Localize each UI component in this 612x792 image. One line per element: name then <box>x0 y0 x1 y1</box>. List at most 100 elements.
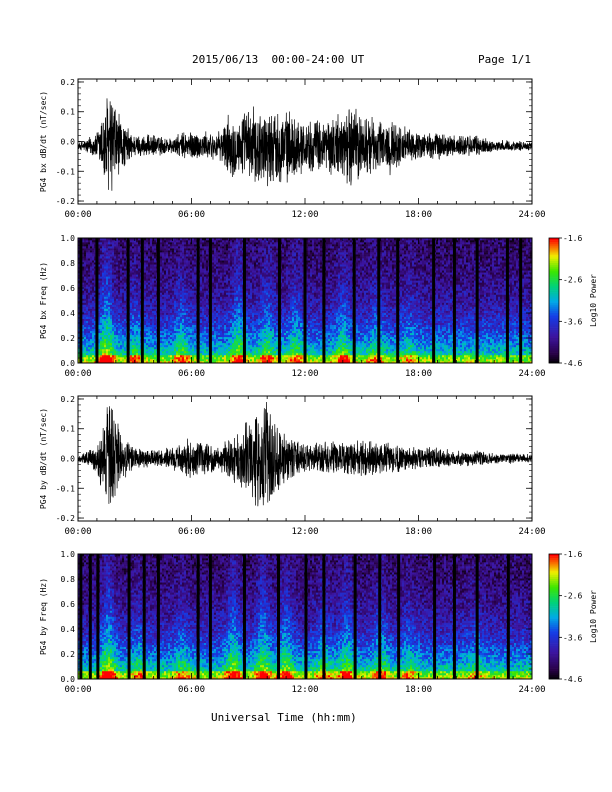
x-tick-label: 18:00 <box>405 527 432 537</box>
data-gap <box>476 554 479 679</box>
colorbar-tick-label: -4.6 <box>563 675 582 684</box>
x-tick-label: 24:00 <box>518 527 545 537</box>
data-gap <box>209 554 212 679</box>
colorbar-label: Log10 Power <box>589 274 598 327</box>
y-tick-label: 0.8 <box>61 259 76 268</box>
y-tick-label: 0.2 <box>61 650 76 659</box>
x-tick-label: 18:00 <box>405 210 432 220</box>
y-tick-label: -0.2 <box>56 197 75 206</box>
data-gap <box>157 554 160 679</box>
data-gap <box>397 554 400 679</box>
data-gap <box>197 554 200 679</box>
x-tick-label: 24:00 <box>518 210 545 220</box>
data-gap <box>378 554 381 679</box>
timeseries-panel-3: 00:00 06:00 12:00 18:00 24:00 -0.2 -0.1 0.0 0.1 0… <box>39 395 546 537</box>
data-gap <box>396 238 399 363</box>
data-gap <box>89 554 92 679</box>
y-tick-label: 0.6 <box>61 600 76 609</box>
data-gap <box>507 554 510 679</box>
data-gap <box>243 238 246 363</box>
x-tick-label: 12:00 <box>291 685 318 695</box>
y-tick-label: 0.0 <box>61 455 76 464</box>
y-axis-label: PG4 bx Freq (Hz) <box>39 262 48 339</box>
data-gap <box>519 238 522 363</box>
spectrogram-panel-2: 00:00 06:00 12:00 18:00 24:000.00.20.40.60.8… <box>39 234 598 379</box>
data-gap <box>322 238 325 363</box>
data-gap <box>453 554 456 679</box>
data-gap <box>322 554 325 679</box>
data-gap <box>128 554 131 679</box>
y-tick-label: -0.1 <box>56 484 75 493</box>
colorbar-tick-label: -4.6 <box>563 359 582 368</box>
colorbar-tick-label: -1.6 <box>563 234 582 243</box>
colorbar-tick-label: -2.6 <box>563 276 582 285</box>
series-line <box>78 98 532 190</box>
x-tick-label: 12:00 <box>291 369 318 379</box>
x-tick-label: 06:00 <box>178 685 205 695</box>
x-tick-label: 12:00 <box>291 527 318 537</box>
data-gap <box>209 238 212 363</box>
data-gap <box>353 238 356 363</box>
colorbar-tick-label: -1.6 <box>563 550 582 559</box>
x-tick-label: 06:00 <box>178 210 205 220</box>
data-gap <box>96 554 99 679</box>
data-gap <box>95 238 98 363</box>
y-axis-label: PG4 by dB/dt (nT/sec) <box>39 408 48 509</box>
data-gap <box>476 238 479 363</box>
data-gap <box>127 238 130 363</box>
y-axis-label: PG4 by Freq (Hz) <box>39 578 48 655</box>
data-gap <box>277 554 280 679</box>
y-tick-label: 0.4 <box>61 309 76 318</box>
y-tick-label: 0.0 <box>61 359 76 368</box>
data-gap <box>243 554 246 679</box>
y-tick-label: 0.1 <box>61 425 76 434</box>
data-gap <box>79 554 82 679</box>
data-gap <box>433 554 436 679</box>
timeseries-panel-1: 00:00 06:00 12:00 18:00 24:00 -0.2 -0.1 0.0 0.1 0… <box>39 78 546 220</box>
y-tick-label: 1.0 <box>61 550 76 559</box>
x-tick-label: 24:00 <box>518 369 545 379</box>
y-tick-label: 0.0 <box>61 675 76 684</box>
y-tick-label: 0.1 <box>61 108 76 117</box>
colorbar-tick-label: -3.6 <box>563 317 582 326</box>
data-gap <box>453 238 456 363</box>
x-tick-label: 06:00 <box>178 369 205 379</box>
y-tick-label: 0.0 <box>61 138 76 147</box>
colorbar-label: Log10 Power <box>589 590 598 643</box>
y-tick-label: -0.2 <box>56 514 75 523</box>
colorbar-tick-label: -2.6 <box>563 592 582 601</box>
spectrogram-panel-4: 00:00 06:00 12:00 18:00 24:000.00.20.40.60.8… <box>39 550 598 695</box>
data-gap <box>157 238 160 363</box>
data-gap <box>304 554 307 679</box>
data-gap <box>79 238 82 363</box>
x-tick-label: 00:00 <box>64 527 91 537</box>
y-tick-label: 0.4 <box>61 625 76 634</box>
x-tick-label: 18:00 <box>405 685 432 695</box>
x-tick-label: 18:00 <box>405 369 432 379</box>
x-tick-label: 00:00 <box>64 369 91 379</box>
data-gap <box>432 238 435 363</box>
y-tick-label: 0.8 <box>61 575 76 584</box>
y-tick-label: 0.2 <box>61 395 76 404</box>
colorbar: -1.6 -2.6 -3.6 -4.6 Log10 Power <box>549 234 598 368</box>
colorbar: -1.6 -2.6 -3.6 -4.6 Log10 Power <box>549 550 598 684</box>
x-tick-label: 12:00 <box>291 210 318 220</box>
data-gap <box>278 238 281 363</box>
y-tick-label: 0.2 <box>61 78 76 87</box>
x-tick-label: 00:00 <box>64 210 91 220</box>
y-tick-label: 0.2 <box>61 334 76 343</box>
data-gap <box>143 554 146 679</box>
y-tick-label: 1.0 <box>61 234 76 243</box>
data-gap <box>506 238 509 363</box>
y-axis-label: PG4 bx dB/dt (nT/sec) <box>39 91 48 192</box>
x-tick-label: 06:00 <box>178 527 205 537</box>
x-axis-label: Universal Time (hh:mm) <box>211 711 357 724</box>
data-gap <box>141 238 144 363</box>
data-gap <box>197 238 200 363</box>
x-tick-label: 00:00 <box>64 685 91 695</box>
colorbar-tick-label: -3.6 <box>563 633 582 642</box>
data-gap <box>354 554 357 679</box>
data-gap <box>304 238 307 363</box>
y-tick-label: -0.1 <box>56 167 75 176</box>
